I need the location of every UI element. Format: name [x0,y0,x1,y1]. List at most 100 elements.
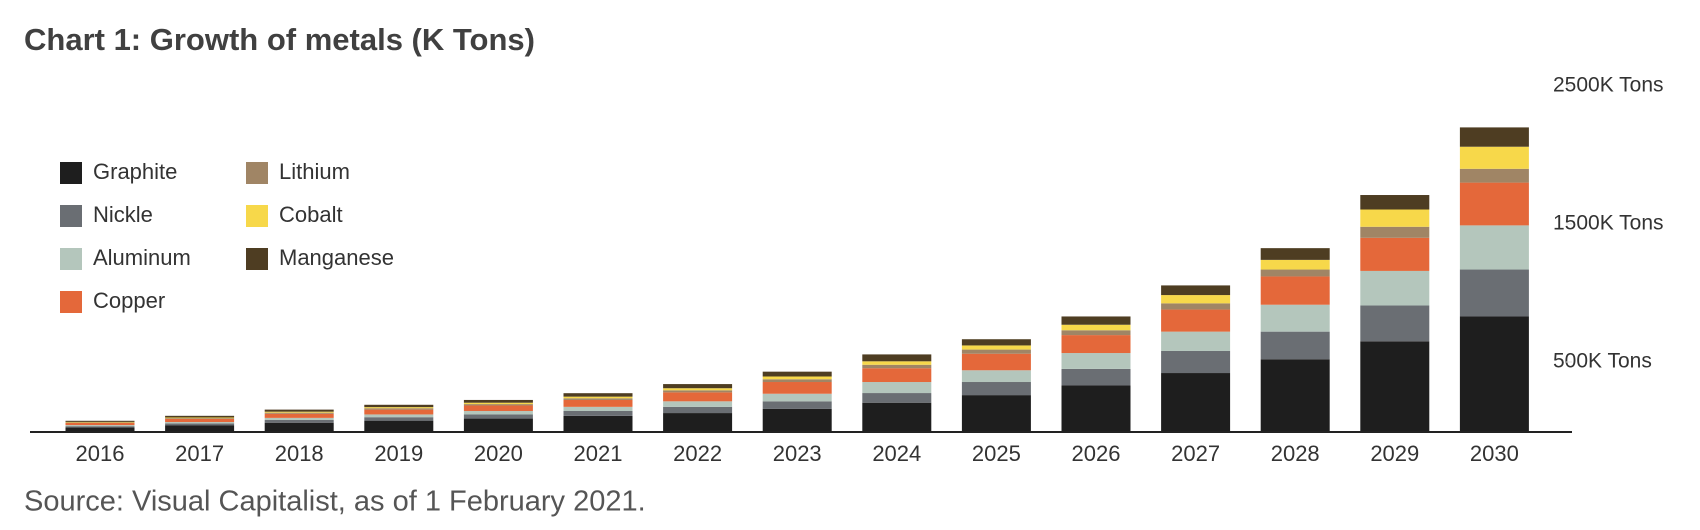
x-tick-label: 2026 [1072,441,1121,466]
x-tick-label: 2024 [872,441,921,466]
legend-swatch [60,205,82,227]
bar-segment [364,407,434,409]
bar-segment [762,408,832,431]
bar-segment [1161,285,1231,296]
x-tick-label: 2017 [175,441,224,466]
bar-segment [1061,335,1131,354]
bar-segment [264,417,334,420]
bar-segment [1260,359,1330,431]
bar-segment [1459,168,1529,183]
bar-segment [1459,269,1529,317]
bar-segment [65,422,135,426]
bar-segment [1260,269,1330,277]
x-tick-label: 2018 [275,441,324,466]
bar-segment [65,420,135,422]
bar-segment [65,426,135,428]
bar-segment [762,379,832,383]
bar-segment [762,401,832,409]
legend-label: Cobalt [279,202,343,227]
bar-segment [961,339,1031,346]
bar-segment [663,413,733,431]
bar-segment [264,411,334,413]
bar-segment [463,399,533,403]
bar-segment [762,376,832,380]
bar-segment [264,413,334,418]
bar-segment [1161,331,1231,351]
bar-segment [961,395,1031,431]
bar-segment [961,370,1031,383]
bar-segment [165,423,235,426]
bar-segment [762,393,832,402]
bar-segment [1061,316,1131,325]
source-note: Source: Visual Capitalist, as of 1 Febru… [24,486,646,518]
legend-swatch [246,162,268,184]
bar-segment [165,422,235,424]
bar-segment [862,382,932,394]
bar-segment [165,418,235,419]
bar-segment [1360,209,1430,227]
bar-segment [1360,237,1430,271]
legend-label: Manganese [279,245,394,270]
y-tick-label: 1500K Tons [1553,212,1664,235]
bar-segment [364,409,434,415]
bar-segment [563,399,633,407]
bar-segment [463,404,533,406]
bar-segment [862,393,932,403]
bar-segment [1161,295,1231,304]
bar-segment [1061,330,1131,336]
legend-swatch [60,162,82,184]
bar-segment [463,410,533,415]
bar-segment [1061,385,1131,431]
bar-segment [65,425,135,427]
bar-segment [663,390,733,393]
legend-swatch [60,248,82,270]
bar-segment [862,402,932,431]
bar-segment [65,427,135,431]
bar-segment [862,368,932,383]
bar-segment [1260,248,1330,260]
bar-segment [862,354,932,362]
bar-segment [1061,324,1131,331]
bar-segment [1360,195,1430,210]
y-tick-label: 2500K Tons [1553,74,1664,97]
x-tick-label: 2025 [972,441,1021,466]
bar-segment [961,345,1031,350]
legend-swatch [60,291,82,313]
chart-title: Chart 1: Growth of metals (K Tons) [24,22,535,57]
y-tick-label: 500K Tons [1553,350,1652,373]
legend-label: Nickle [93,202,153,227]
bar-segment [463,418,533,431]
bar-segment [364,408,434,410]
bar-segment [1161,373,1231,431]
bar-segment [65,421,135,423]
x-tick-label: 2020 [474,441,523,466]
x-tick-label: 2027 [1171,441,1220,466]
bar-segment [862,361,932,365]
bar-segment [1459,127,1529,147]
legend-swatch [246,205,268,227]
bar-segment [1260,331,1330,360]
bar-segment [663,384,733,389]
x-tick-label: 2021 [574,441,623,466]
bar-segment [1161,350,1231,374]
bar-segment [1459,182,1529,226]
bar-segment [463,405,533,411]
x-tick-label: 2016 [76,441,125,466]
bar-segment [165,418,235,423]
legend-label: Lithium [279,159,350,184]
bar-segment [264,412,334,414]
bar-segment [563,393,633,397]
bar-segment [1061,353,1131,369]
bar-segment [165,425,235,431]
bar-segment [862,364,932,369]
bar-segment [364,404,434,408]
bar-segment [1161,303,1231,310]
bar-segment [165,417,235,419]
bar-segment [762,371,832,377]
bar-segment [1260,304,1330,332]
legend-label: Graphite [93,159,177,184]
bar-segment [1260,259,1330,270]
bar-segment [65,422,135,423]
bar-segment [264,419,334,423]
